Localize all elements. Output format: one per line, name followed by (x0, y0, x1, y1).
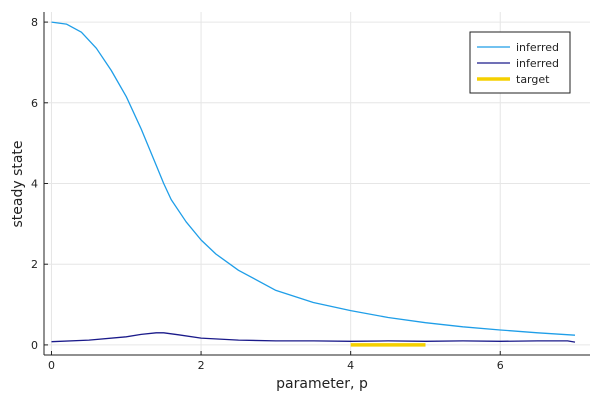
legend-label: target (516, 73, 550, 86)
x-tick-label: 4 (347, 359, 354, 372)
tick-labels: 0 2 4 6 0 2 4 6 8 (31, 16, 504, 372)
y-tick-label: 6 (31, 97, 38, 110)
series-line-1 (51, 21, 576, 336)
x-tick-label: 0 (48, 359, 55, 372)
legend: inferred inferred target (469, 31, 571, 94)
x-tick-label: 2 (198, 359, 205, 372)
x-tick-label: 6 (497, 359, 504, 372)
series-lines (51, 21, 576, 347)
x-axis-label: parameter, p (276, 376, 368, 392)
y-tick-label: 8 (31, 16, 38, 29)
y-axis-label: steady state (10, 140, 26, 227)
series-line-2 (51, 332, 576, 343)
y-tick-label: 0 (31, 339, 38, 352)
y-tick-label: 2 (31, 258, 38, 271)
grid (44, 12, 590, 355)
legend-label: inferred (516, 57, 559, 70)
axes (43, 12, 590, 356)
legend-label: inferred (516, 41, 559, 54)
y-tick-label: 4 (31, 178, 38, 191)
